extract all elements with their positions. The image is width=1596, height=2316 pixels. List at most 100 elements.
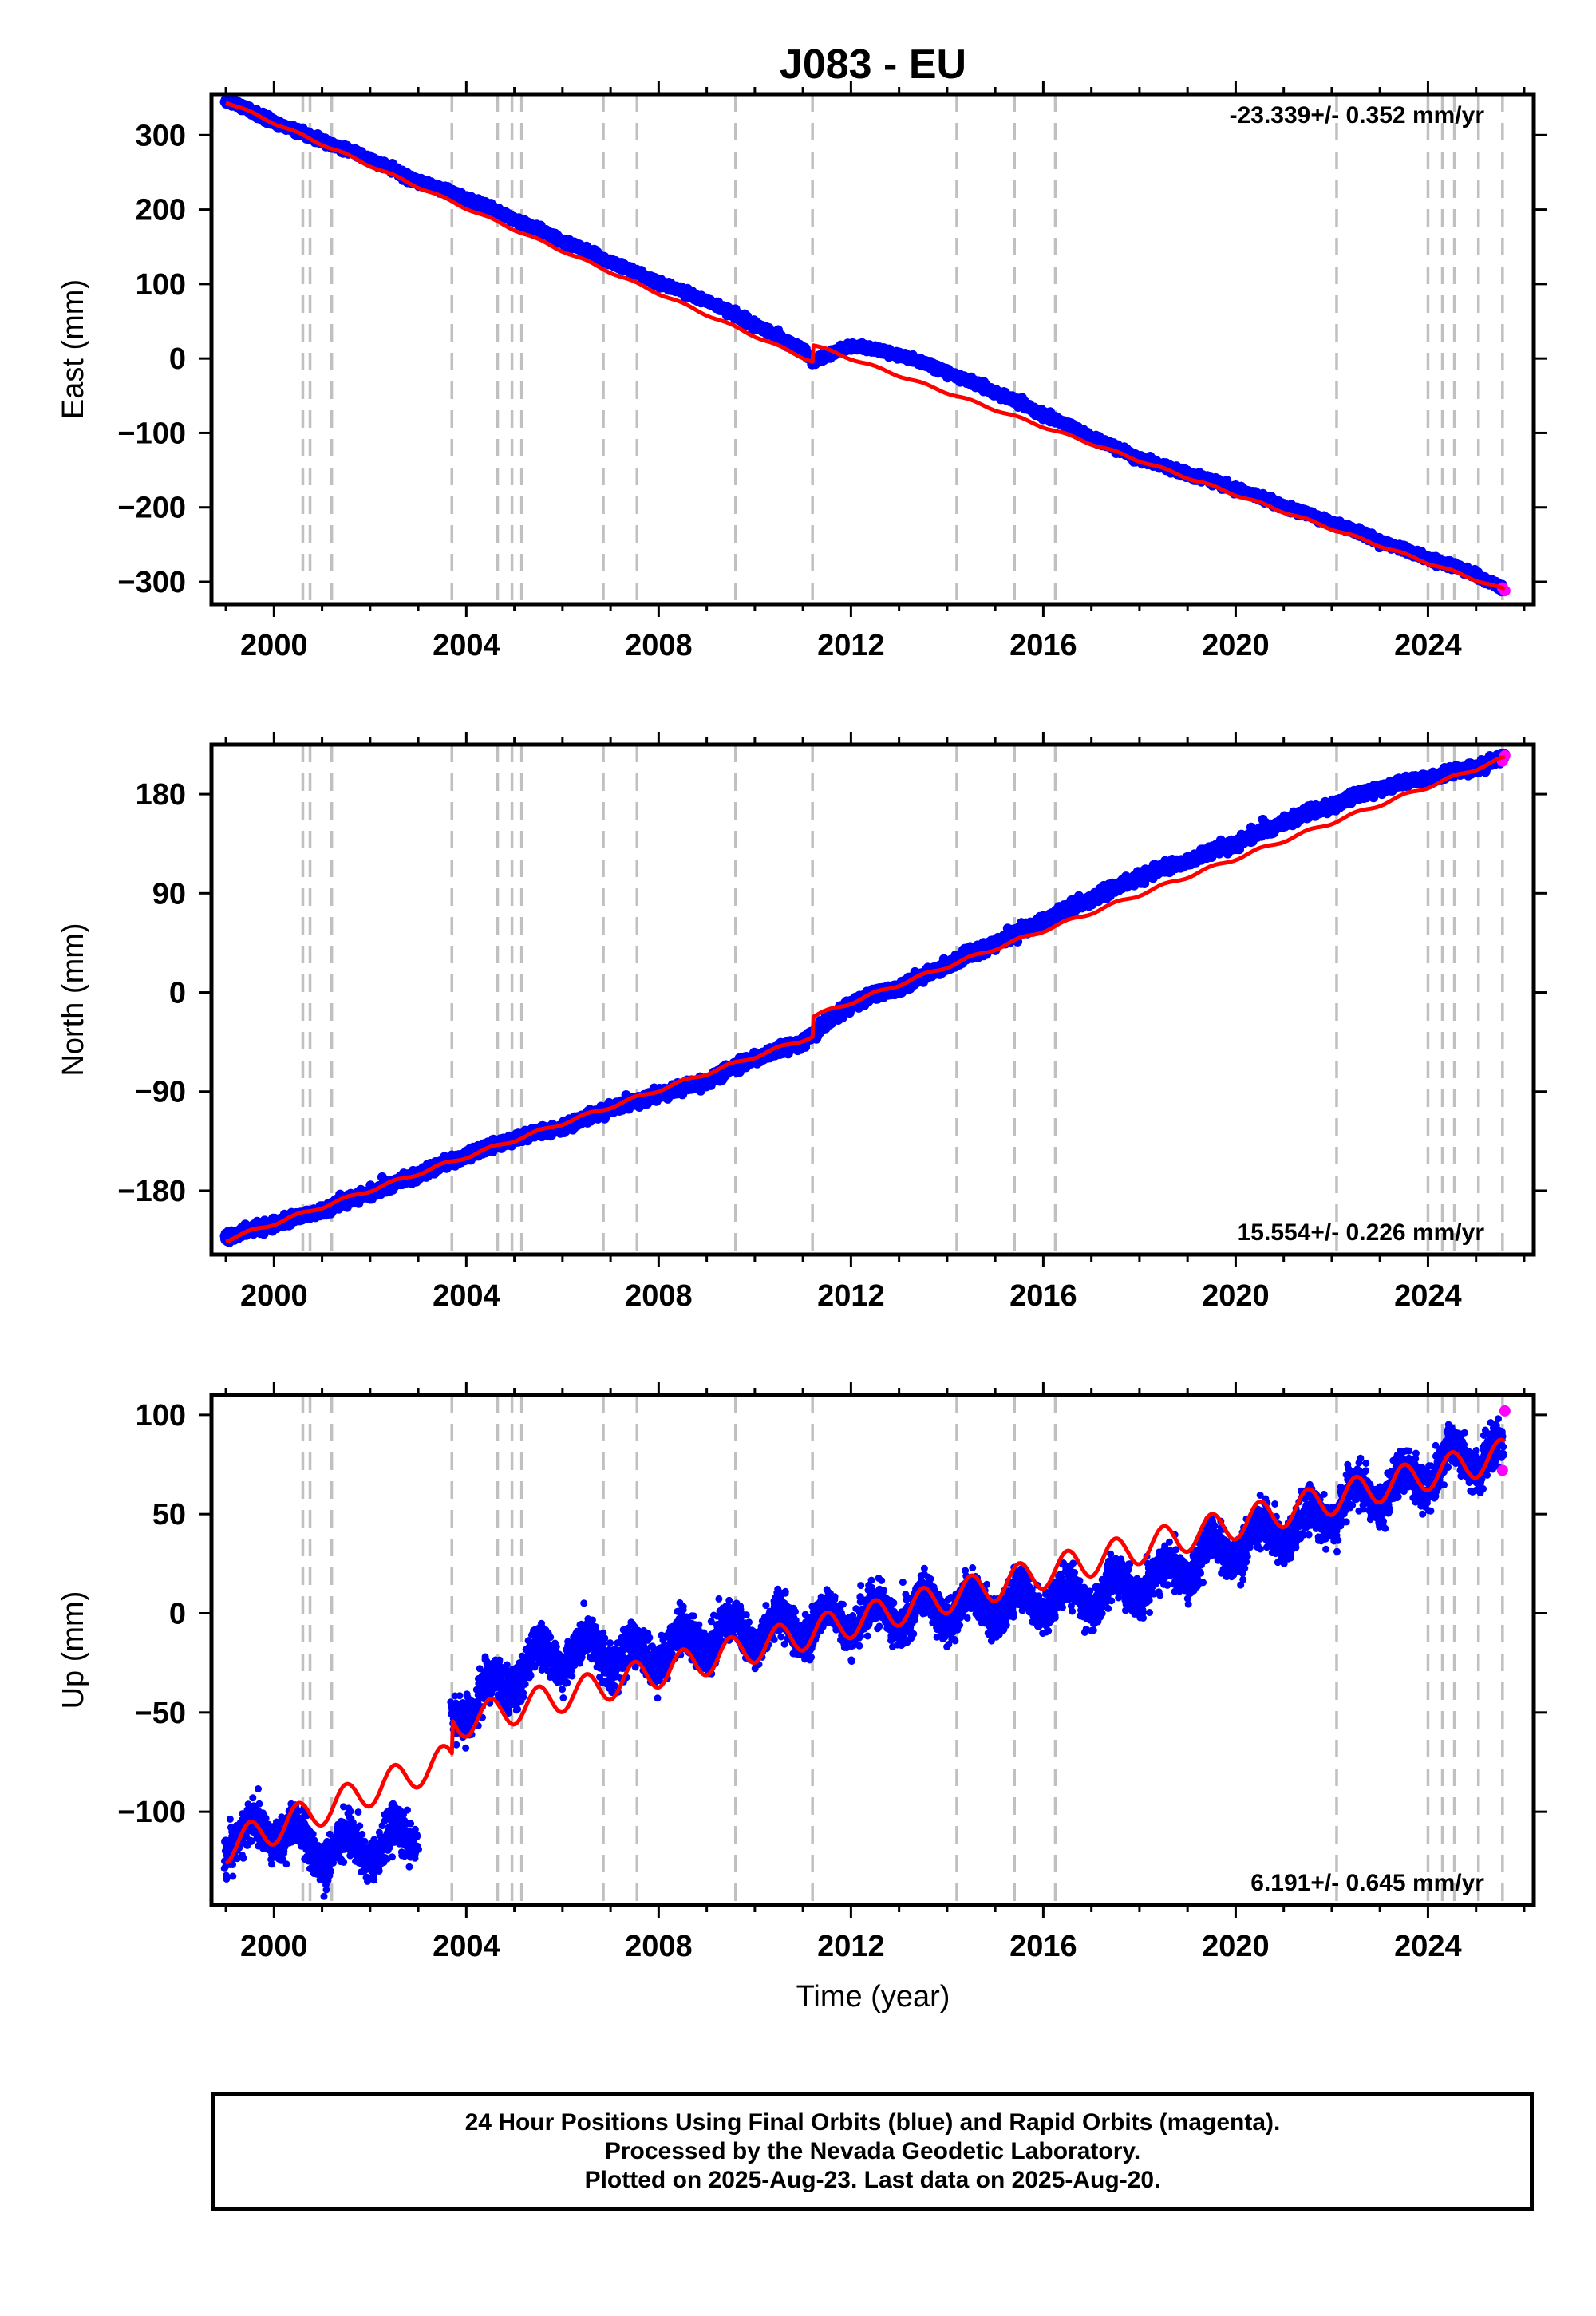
x-tick-label: 2000 [240, 629, 308, 662]
final-orbit-point [449, 1707, 460, 1717]
final-orbit-point [485, 1687, 496, 1697]
x-tick-label: 2020 [1202, 1930, 1270, 1963]
final-orbit-point [413, 176, 424, 187]
y-tick-label: −50 [135, 1697, 186, 1730]
final-orbit-point [1159, 1572, 1169, 1583]
final-orbit-point [749, 320, 760, 330]
final-orbit-point [701, 1075, 712, 1085]
x-tick-label: 2016 [1009, 629, 1077, 662]
x-tick-label: 2012 [817, 1930, 885, 1963]
x-axis-label: Time (year) [796, 1980, 950, 2014]
model-line [224, 1437, 1507, 1866]
final-orbit-point [1326, 800, 1337, 810]
x-tick-label: 2012 [817, 629, 885, 662]
y-tick-label: −100 [117, 1796, 186, 1829]
final-orbit-point [606, 256, 616, 267]
y-tick-label: −180 [117, 1175, 186, 1208]
final-orbit-point [701, 295, 712, 306]
final-orbit-point [990, 938, 1001, 948]
rate-annotation: -23.339+/- 0.352 mm/yr [1230, 102, 1485, 128]
final-orbit-point [894, 350, 904, 360]
final-orbit-point [1423, 553, 1433, 563]
panel-north: 2000 2004 2008 2012 2016 2020 2024 180 90 0 −90 −18… [57, 732, 1547, 1313]
rate-annotation: 6.191+/- 0.645 mm/yr [1250, 1870, 1484, 1896]
final-orbit-point [221, 1836, 231, 1847]
final-orbit-point [365, 154, 375, 164]
final-orbit-point [557, 235, 567, 246]
final-orbit-point [654, 278, 664, 288]
final-orbit-point [1375, 784, 1385, 794]
final-orbit-point [966, 1603, 977, 1613]
x-tick-label: 2020 [1202, 1279, 1270, 1313]
y-axis-label: North (mm) [57, 923, 90, 1076]
y-tick-label: 0 [169, 342, 186, 376]
final-orbit-point [678, 1638, 688, 1648]
rapid-orbit-point [1496, 1464, 1508, 1476]
final-orbit-point [1062, 1592, 1073, 1603]
final-orbit-point [269, 1823, 279, 1833]
y-tick-label: 100 [136, 268, 186, 302]
x-tick-label: 2008 [625, 1279, 693, 1313]
final-orbit-point [461, 193, 472, 204]
final-orbit-point [1326, 517, 1337, 528]
x-tick-label: 2016 [1009, 1279, 1077, 1313]
y-tick-label: 200 [136, 194, 186, 227]
final-orbit-point [1278, 500, 1289, 511]
y-tick-label: 0 [169, 1598, 186, 1631]
observation-cloud [220, 1415, 1507, 1900]
y-tick-label: 90 [152, 877, 186, 911]
x-tick-label: 2000 [240, 1930, 308, 1963]
final-orbit-point [365, 1842, 375, 1852]
y-tick-label: −90 [135, 1076, 186, 1109]
panel-east: 2000 2004 2008 2012 2016 2020 2024 300 200 100 0 −1… [57, 81, 1547, 662]
y-tick-label: 50 [152, 1498, 186, 1531]
y-tick-label: −200 [117, 492, 186, 525]
y-tick-label: −100 [117, 417, 186, 450]
final-orbit-point [1278, 816, 1289, 827]
x-tick-label: 2024 [1394, 1930, 1462, 1963]
x-tick-label: 2004 [433, 1279, 500, 1313]
x-tick-label: 2016 [1009, 1930, 1077, 1963]
final-orbit-point [1207, 1548, 1217, 1559]
final-orbit-point [1375, 536, 1385, 546]
final-orbit-point [1014, 1599, 1025, 1609]
x-tick-label: 2004 [433, 629, 500, 662]
final-orbit-point [918, 1604, 928, 1614]
x-tick-label: 2008 [625, 1930, 693, 1963]
final-orbit-point [990, 387, 1001, 397]
x-tick-label: 2012 [817, 1279, 885, 1313]
final-orbit-point [630, 1652, 640, 1662]
plot-frame [209, 92, 1536, 607]
final-orbit-point [581, 1644, 591, 1654]
final-orbit-point [1302, 1519, 1313, 1529]
rate-annotation: 15.554+/- 0.226 mm/yr [1238, 1219, 1485, 1246]
step-markers [301, 1395, 1504, 1905]
y-tick-label: 0 [169, 977, 186, 1010]
final-orbit-point [870, 1612, 880, 1622]
final-orbit-point [798, 344, 808, 354]
final-orbit-point [317, 1846, 327, 1856]
final-orbit-point [822, 1616, 832, 1626]
final-orbit-point [1497, 1449, 1507, 1460]
final-orbit-point [1231, 839, 1241, 849]
final-orbit-point [1086, 894, 1096, 904]
y-axis-label: Up (mm) [57, 1591, 90, 1709]
plot-frame [209, 742, 1536, 1257]
panel-up: 2000 2004 2008 2012 2016 2020 2024 100 50 0 −50 −10… [57, 1382, 1547, 1963]
chart-title: J083 - EU [780, 41, 966, 88]
final-orbit-point [942, 366, 952, 377]
final-orbit-point [533, 1652, 543, 1662]
x-tick-label: 2024 [1394, 1279, 1462, 1313]
y-axis-label: East (mm) [57, 279, 90, 419]
final-orbit-point [1471, 569, 1481, 579]
final-orbit-point [509, 213, 519, 223]
final-orbit-point [411, 1830, 421, 1840]
final-orbit-point [1183, 855, 1193, 865]
final-orbit-point [1351, 1493, 1361, 1504]
x-tick-label: 2024 [1394, 629, 1462, 662]
final-orbit-point [1399, 1479, 1409, 1489]
final-orbit-point [1086, 432, 1096, 442]
plot-frame [209, 1393, 1536, 1907]
caption-line-1: 24 Hour Positions Using Final Orbits (bl… [464, 2109, 1281, 2136]
x-tick-label: 2004 [433, 1930, 500, 1963]
